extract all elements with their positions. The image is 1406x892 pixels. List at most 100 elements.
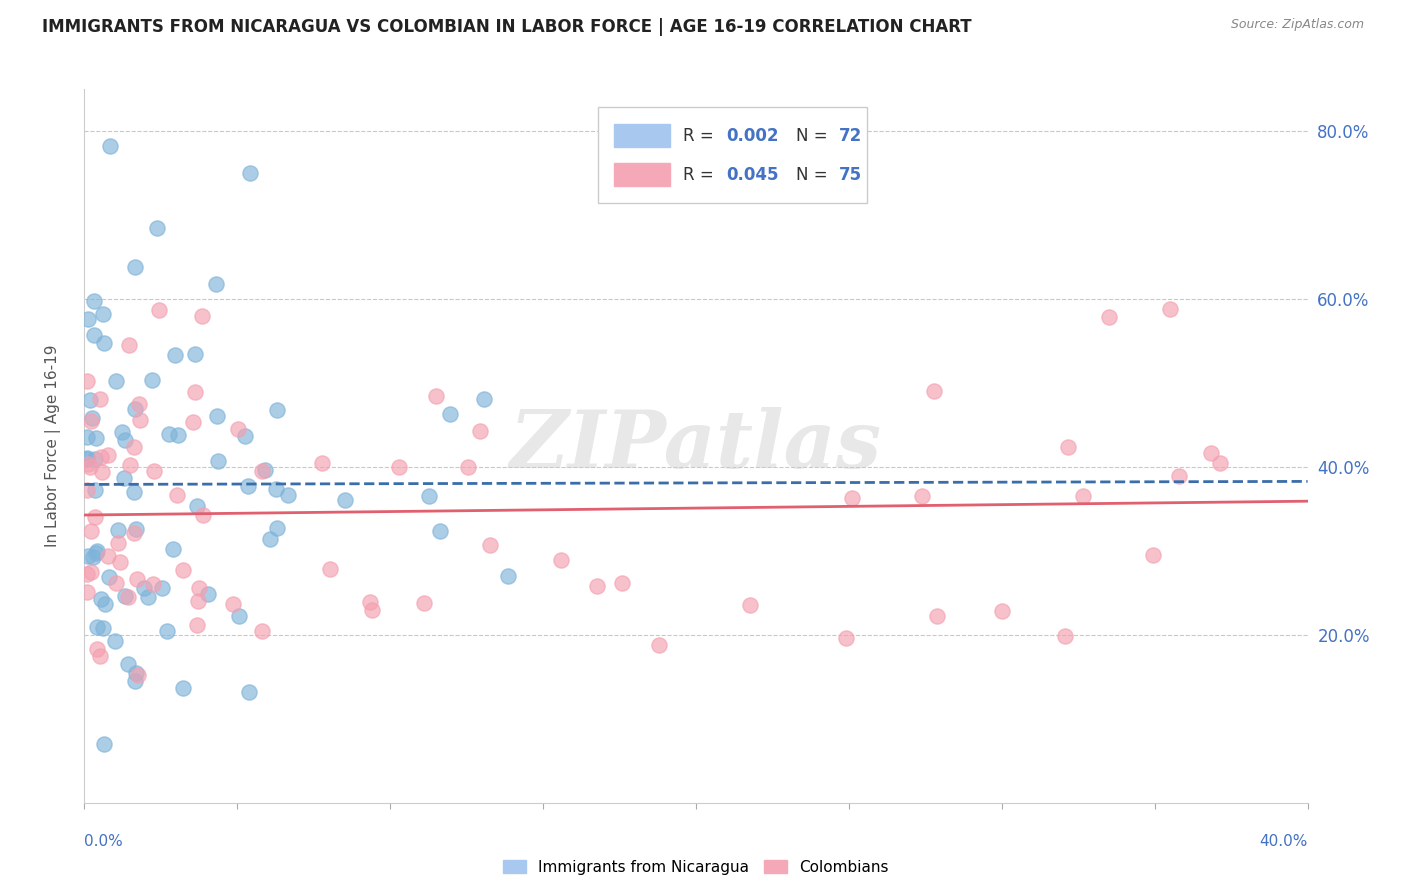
Point: [457, 459, 479, 474]
Point: [233, 429, 256, 443]
Text: Source: ZipAtlas.com: Source: ZipAtlas.com: [1230, 18, 1364, 31]
Point: [117, 657, 139, 671]
Point: [97, 448, 120, 462]
Point: [124, 440, 146, 454]
Point: [333, 492, 356, 507]
Point: [76, 567, 98, 582]
Point: [79, 393, 101, 408]
Point: [172, 563, 194, 577]
Point: [83, 452, 105, 467]
Point: [76, 312, 98, 326]
Point: [221, 597, 243, 611]
Point: [97, 549, 120, 563]
Point: [496, 569, 519, 583]
Point: [1168, 468, 1191, 483]
Point: [76, 458, 98, 472]
Point: [86, 619, 108, 633]
Point: [107, 536, 129, 550]
Point: [83, 509, 105, 524]
Point: [83, 327, 105, 342]
Point: [129, 413, 152, 427]
Point: [93, 307, 115, 321]
Point: [77, 549, 100, 563]
FancyBboxPatch shape: [614, 163, 671, 186]
Point: [418, 489, 440, 503]
Point: [1209, 456, 1232, 470]
Point: [266, 483, 288, 497]
Point: [124, 526, 146, 541]
Text: R =: R =: [682, 166, 718, 184]
Point: [207, 409, 229, 423]
Point: [585, 579, 607, 593]
Point: [141, 373, 163, 387]
Point: [186, 617, 208, 632]
Point: [922, 384, 945, 399]
Point: [125, 522, 148, 536]
Point: [412, 596, 434, 610]
Point: [239, 166, 262, 180]
Point: [125, 665, 148, 680]
Point: [197, 587, 219, 601]
Point: [1142, 549, 1164, 563]
Point: [134, 581, 156, 595]
Point: [236, 479, 259, 493]
Text: 0.002: 0.002: [727, 127, 779, 145]
Point: [105, 374, 128, 388]
Point: [76, 374, 98, 388]
Text: 72: 72: [839, 127, 862, 145]
Point: [157, 427, 180, 442]
Legend: Immigrants from Nicaragua, Colombians: Immigrants from Nicaragua, Colombians: [496, 854, 896, 880]
Point: [124, 402, 146, 417]
Point: [90, 450, 112, 464]
Point: [186, 499, 208, 513]
Point: [114, 589, 136, 603]
Point: [259, 532, 281, 546]
Point: [155, 624, 177, 639]
Point: [740, 598, 762, 612]
Text: 0.045: 0.045: [727, 166, 779, 184]
Point: [125, 572, 148, 586]
Point: [117, 591, 139, 605]
Point: [90, 591, 112, 606]
Point: [76, 430, 98, 444]
Point: [108, 555, 131, 569]
Point: [184, 346, 207, 360]
Point: [188, 582, 211, 596]
Point: [107, 523, 129, 537]
Text: N =: N =: [796, 127, 834, 145]
Point: [124, 260, 146, 274]
Point: [76, 585, 98, 599]
Point: [181, 415, 204, 429]
Point: [143, 464, 166, 478]
Point: [120, 458, 142, 473]
Text: 0.0%: 0.0%: [84, 834, 124, 849]
Point: [86, 642, 108, 657]
Text: 75: 75: [839, 166, 862, 184]
Point: [550, 553, 572, 567]
Point: [266, 403, 288, 417]
Point: [80, 414, 103, 428]
Point: [835, 631, 858, 645]
Point: [191, 310, 214, 324]
Point: [162, 542, 184, 557]
Point: [429, 524, 451, 538]
Point: [172, 681, 194, 696]
Point: [250, 624, 273, 639]
Point: [150, 581, 173, 595]
Point: [1159, 301, 1181, 316]
Point: [360, 603, 382, 617]
Point: [124, 673, 146, 688]
Point: [478, 538, 501, 552]
Point: [146, 221, 169, 235]
Point: [118, 338, 141, 352]
Point: [93, 336, 115, 351]
Point: [80, 566, 103, 580]
Point: [1071, 489, 1094, 503]
Point: [136, 590, 159, 604]
Point: [89, 649, 111, 664]
Point: [148, 303, 170, 318]
Point: [127, 668, 149, 682]
Point: [98, 570, 121, 584]
Point: [439, 407, 461, 421]
Point: [104, 634, 127, 648]
